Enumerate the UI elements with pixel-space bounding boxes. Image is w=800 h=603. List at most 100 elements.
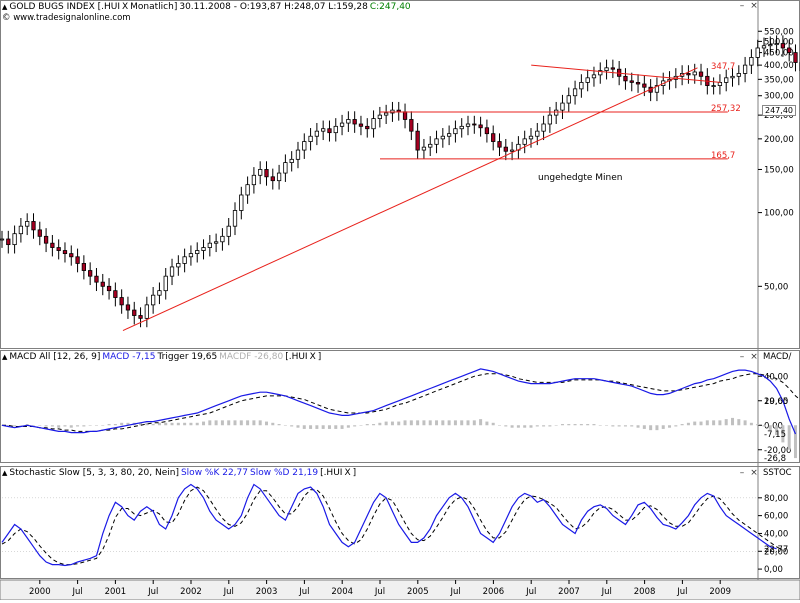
candle-body	[585, 77, 590, 83]
stoch-minimize-icon[interactable]: –	[739, 468, 745, 478]
price-tick-label: 200,00	[764, 135, 794, 145]
macd-histogram-bar	[724, 419, 728, 426]
candle-body	[264, 169, 269, 178]
time-tick-label: 2009	[709, 587, 731, 597]
stoch-x-icon[interactable]: X	[344, 468, 351, 478]
slowk-value: Slow %K 22,77	[180, 468, 248, 478]
candle-body	[151, 294, 156, 306]
stoch-tick-label: 20,00	[764, 547, 788, 557]
candle-body	[730, 75, 735, 79]
candle-body	[220, 235, 225, 243]
minimize-icon[interactable]: –	[739, 1, 745, 11]
macd-histogram-bar	[409, 420, 413, 426]
macd-histogram-bar	[164, 422, 168, 426]
candle-body	[69, 253, 74, 258]
time-tick-label: 2007	[558, 587, 580, 597]
macd-minimize-icon[interactable]: –	[739, 352, 745, 362]
candle-body	[94, 275, 99, 283]
macd-histogram-bar	[787, 425, 791, 450]
macd-histogram-bar	[264, 421, 268, 426]
candle-body	[528, 135, 534, 140]
candle-body	[365, 125, 370, 130]
trendline-upper_channel	[531, 64, 721, 83]
macd-histogram-bar	[378, 422, 382, 426]
macd-histogram-bar	[321, 425, 325, 429]
macd-histogram-bar	[611, 425, 615, 427]
macd-histogram-bar	[661, 425, 665, 429]
price-pane-title: ▲ GOLD BUGS INDEX [.HUI X Monatlich] 30.11.2…	[2, 1, 413, 13]
candle-body	[541, 123, 546, 132]
candle-body	[554, 109, 559, 116]
candle-body	[509, 149, 515, 152]
macd-histogram-bar	[630, 425, 634, 427]
macd-histogram-bar	[781, 425, 785, 443]
macd-histogram-bar	[510, 425, 514, 428]
macd-histogram-bar	[447, 420, 451, 426]
candle-body	[446, 133, 452, 137]
macd-histogram-bar	[579, 424, 583, 426]
macd-histogram-bar	[296, 425, 300, 428]
macd-histogram-bar	[775, 425, 779, 436]
macd-histogram-bar	[680, 424, 684, 426]
support-label: 165,7	[711, 151, 736, 161]
price-tick-label: 550,00	[764, 27, 794, 37]
macd-histogram-bar	[157, 422, 161, 426]
candle-body	[295, 149, 301, 160]
candle-body	[717, 82, 723, 86]
price-tick-label: 450,00	[764, 49, 794, 59]
candle-body	[465, 123, 471, 127]
candle-body	[774, 43, 779, 46]
candle-body	[635, 82, 641, 85]
macd-histogram-bar	[63, 425, 67, 427]
macd-histogram-bar	[176, 422, 180, 426]
candle-body	[459, 125, 464, 130]
macd-histogram-bar	[542, 425, 546, 427]
macd-arrow-icon[interactable]: ▲	[2, 353, 8, 361]
candle-body	[327, 128, 332, 134]
price-tick-label: 350,00	[764, 75, 794, 85]
candle-body	[566, 95, 571, 104]
candle-body	[195, 250, 200, 255]
stoch-arrow-icon[interactable]: ▲	[2, 469, 8, 477]
macd-histogram-bar	[598, 425, 602, 426]
candle-body	[43, 235, 49, 244]
macd-histogram-bar	[642, 425, 646, 429]
macd-tick-label: 40,00	[764, 372, 788, 382]
macd-histogram-bar	[397, 421, 401, 426]
time-tick-label: 2000	[29, 587, 51, 597]
macd-histogram-bar	[535, 425, 539, 427]
macd-histogram-bar	[50, 425, 54, 427]
close-pane-icon[interactable]: ×	[750, 1, 758, 11]
macd-x-icon[interactable]: X	[309, 352, 316, 362]
macd-histogram-bar	[69, 425, 73, 428]
candle-body	[780, 43, 786, 49]
macd-histogram-bar	[384, 421, 388, 426]
macd-histogram-bar	[290, 425, 294, 427]
candle-body	[434, 138, 439, 145]
stoch-side-title: SSTOC	[763, 468, 792, 478]
macd-symbol: [.HUI	[285, 352, 308, 362]
candle-body	[333, 125, 338, 134]
macd-close-icon[interactable]: ×	[750, 352, 758, 362]
time-tick-label: 2004	[331, 587, 353, 597]
symbol-title: GOLD BUGS INDEX [.HUI	[9, 2, 120, 12]
macd-histogram-bar	[202, 421, 206, 426]
macd-histogram-bar	[718, 420, 722, 426]
candle-body	[491, 133, 496, 142]
macd-histogram-bar	[239, 420, 243, 426]
macd-histogram-bar	[57, 425, 61, 428]
header-arrow-icon[interactable]: ▲	[2, 3, 8, 11]
macd-histogram-bar	[668, 425, 672, 428]
macd-histogram-bar	[605, 425, 609, 426]
symbol-x-icon[interactable]: X	[121, 2, 129, 12]
candle-body	[302, 141, 307, 151]
candle-body	[308, 135, 313, 142]
candle-body	[119, 297, 124, 306]
stoch-close-icon[interactable]: ×	[750, 468, 758, 478]
candle-body	[579, 82, 584, 90]
candle-body	[396, 109, 401, 113]
candle-body	[157, 290, 162, 296]
macd-histogram-bar	[94, 425, 98, 426]
macd-histogram-bar	[762, 425, 766, 427]
price-tick-label: 500,00	[764, 37, 794, 47]
